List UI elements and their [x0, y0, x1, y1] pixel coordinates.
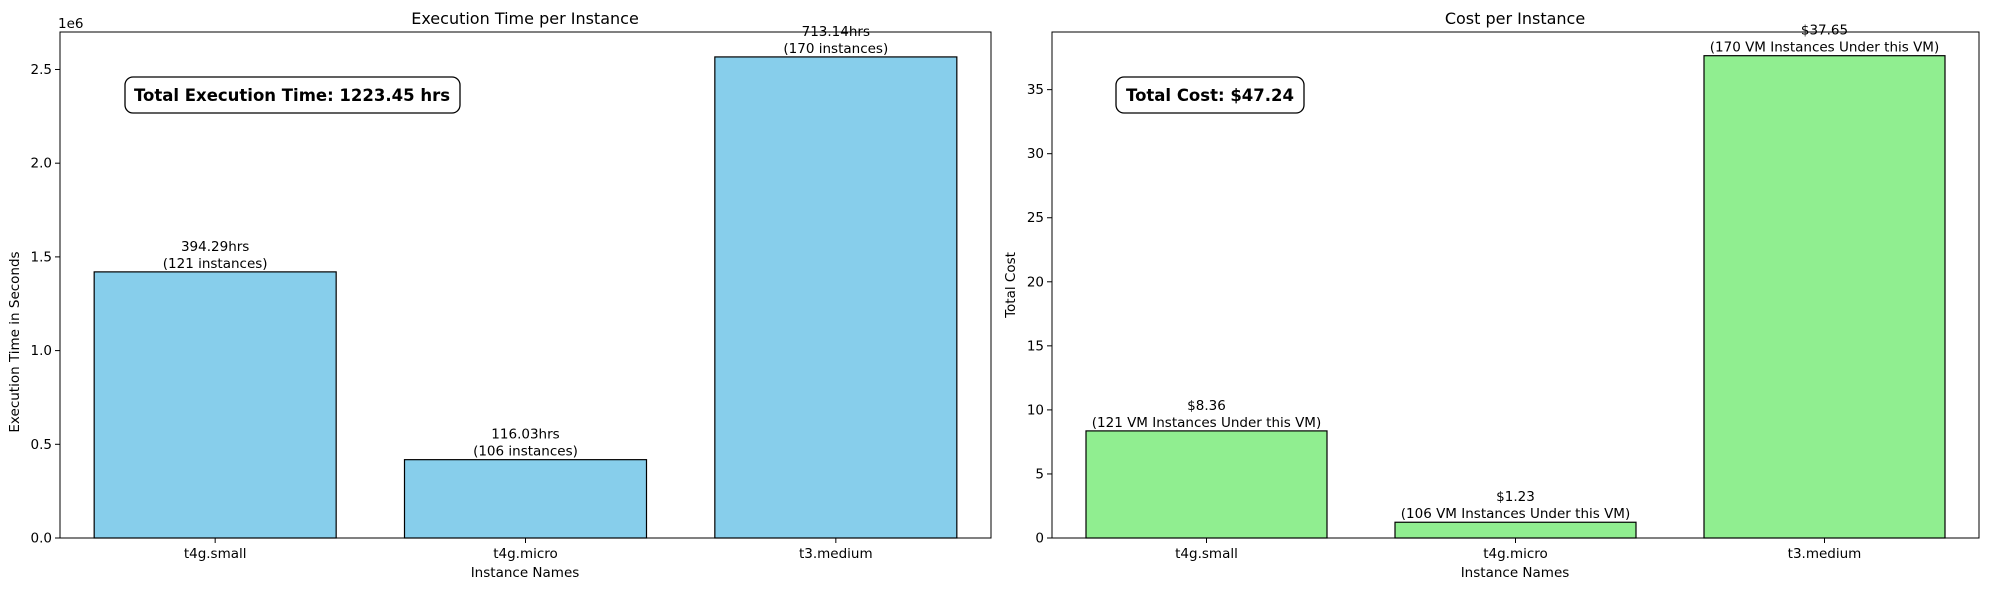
- bar: [93, 271, 337, 539]
- bar-value-label: 116.03hrs: [491, 427, 559, 443]
- y-ticks: 0 5 10 15 20 25 30 35: [1027, 82, 1052, 547]
- y-tick-label: 2.0: [31, 156, 52, 172]
- bar: [1085, 430, 1328, 539]
- cost-chart: Cost per Instance Instance Names Total C…: [1003, 9, 1980, 581]
- y-ticks: 0.0 0.5 1.0 1.5 2.0 2.5: [31, 62, 60, 547]
- bar-labels: 394.29hrs(121 instances) 116.03hrs(106 in…: [163, 24, 888, 460]
- annotation-box-border: [124, 76, 461, 114]
- x-tick-label: t4g.micro: [1483, 546, 1548, 562]
- bar-value-label: $8.36: [1187, 398, 1226, 414]
- x-tick-label: t3.medium: [799, 546, 873, 562]
- chart-title: Cost per Instance: [1445, 9, 1585, 28]
- y-tick-label: 10: [1027, 402, 1044, 418]
- bar: [1703, 55, 1946, 539]
- y-tick-label: 25: [1027, 210, 1044, 226]
- bar-value-label: (170 VM Instances Under this VM): [1710, 40, 1939, 56]
- x-tick-label: t4g.small: [184, 546, 247, 562]
- bar-value-label: (121 VM Instances Under this VM): [1092, 415, 1321, 431]
- plot-frame: [59, 31, 992, 539]
- y-axis-offset-label: 1e6: [58, 16, 83, 32]
- y-axis-label: Execution Time in Seconds: [7, 251, 23, 432]
- total-annotation-box: Total Execution Time: 1223.45 hrs: [124, 76, 461, 114]
- bar-value-label: $1.23: [1496, 489, 1535, 505]
- y-tick-label: 0: [1035, 531, 1044, 547]
- x-axis-label: Instance Names: [1461, 565, 1570, 581]
- bar-value-label: (106 instances): [473, 444, 578, 460]
- y-tick-label: 30: [1027, 146, 1044, 162]
- y-tick-label: 35: [1027, 82, 1044, 98]
- bar: [1394, 521, 1637, 539]
- bars: [93, 56, 958, 539]
- bar: [403, 459, 648, 539]
- total-annotation: Total Cost: $47.24: [1126, 86, 1294, 105]
- total-annotation-box: Total Cost: $47.24: [1115, 76, 1305, 114]
- x-tick-label: t3.medium: [1788, 546, 1862, 562]
- execution-time-chart: Execution Time per Instance Instance Nam…: [7, 9, 992, 581]
- bar-value-label: (121 instances): [163, 256, 268, 272]
- annotation-box-border: [1115, 76, 1305, 114]
- x-tick-label: t4g.micro: [493, 546, 558, 562]
- bars: [1085, 55, 1946, 539]
- x-ticks: t4g.small t4g.micro t3.medium: [1175, 538, 1861, 562]
- bar-value-label: (170 instances): [783, 41, 888, 57]
- bar-value-label: (106 VM Instances Under this VM): [1401, 506, 1630, 522]
- bar-value-label: $37.65: [1801, 23, 1848, 39]
- y-tick-label: 20: [1027, 274, 1044, 290]
- y-axis-label: Total Cost: [1003, 252, 1019, 319]
- bar-value-label: 394.29hrs: [181, 239, 249, 255]
- plot-frame: [1051, 31, 1980, 539]
- y-tick-label: 1.5: [31, 249, 52, 265]
- x-tick-label: t4g.small: [1175, 546, 1238, 562]
- y-tick-label: 2.5: [31, 62, 52, 78]
- y-tick-label: 0.0: [31, 531, 52, 547]
- x-ticks: t4g.small t4g.micro t3.medium: [184, 538, 873, 562]
- total-annotation: Total Execution Time: 1223.45 hrs: [134, 86, 450, 105]
- chart-title: Execution Time per Instance: [411, 9, 639, 28]
- y-tick-label: 5: [1035, 466, 1044, 482]
- y-tick-label: 15: [1027, 338, 1044, 354]
- bar: [714, 56, 958, 539]
- y-tick-label: 0.5: [31, 437, 52, 453]
- x-axis-label: Instance Names: [471, 565, 580, 581]
- y-tick-label: 1.0: [31, 343, 52, 359]
- bar-labels: $8.36(121 VM Instances Under this VM) $1.…: [1092, 23, 1939, 523]
